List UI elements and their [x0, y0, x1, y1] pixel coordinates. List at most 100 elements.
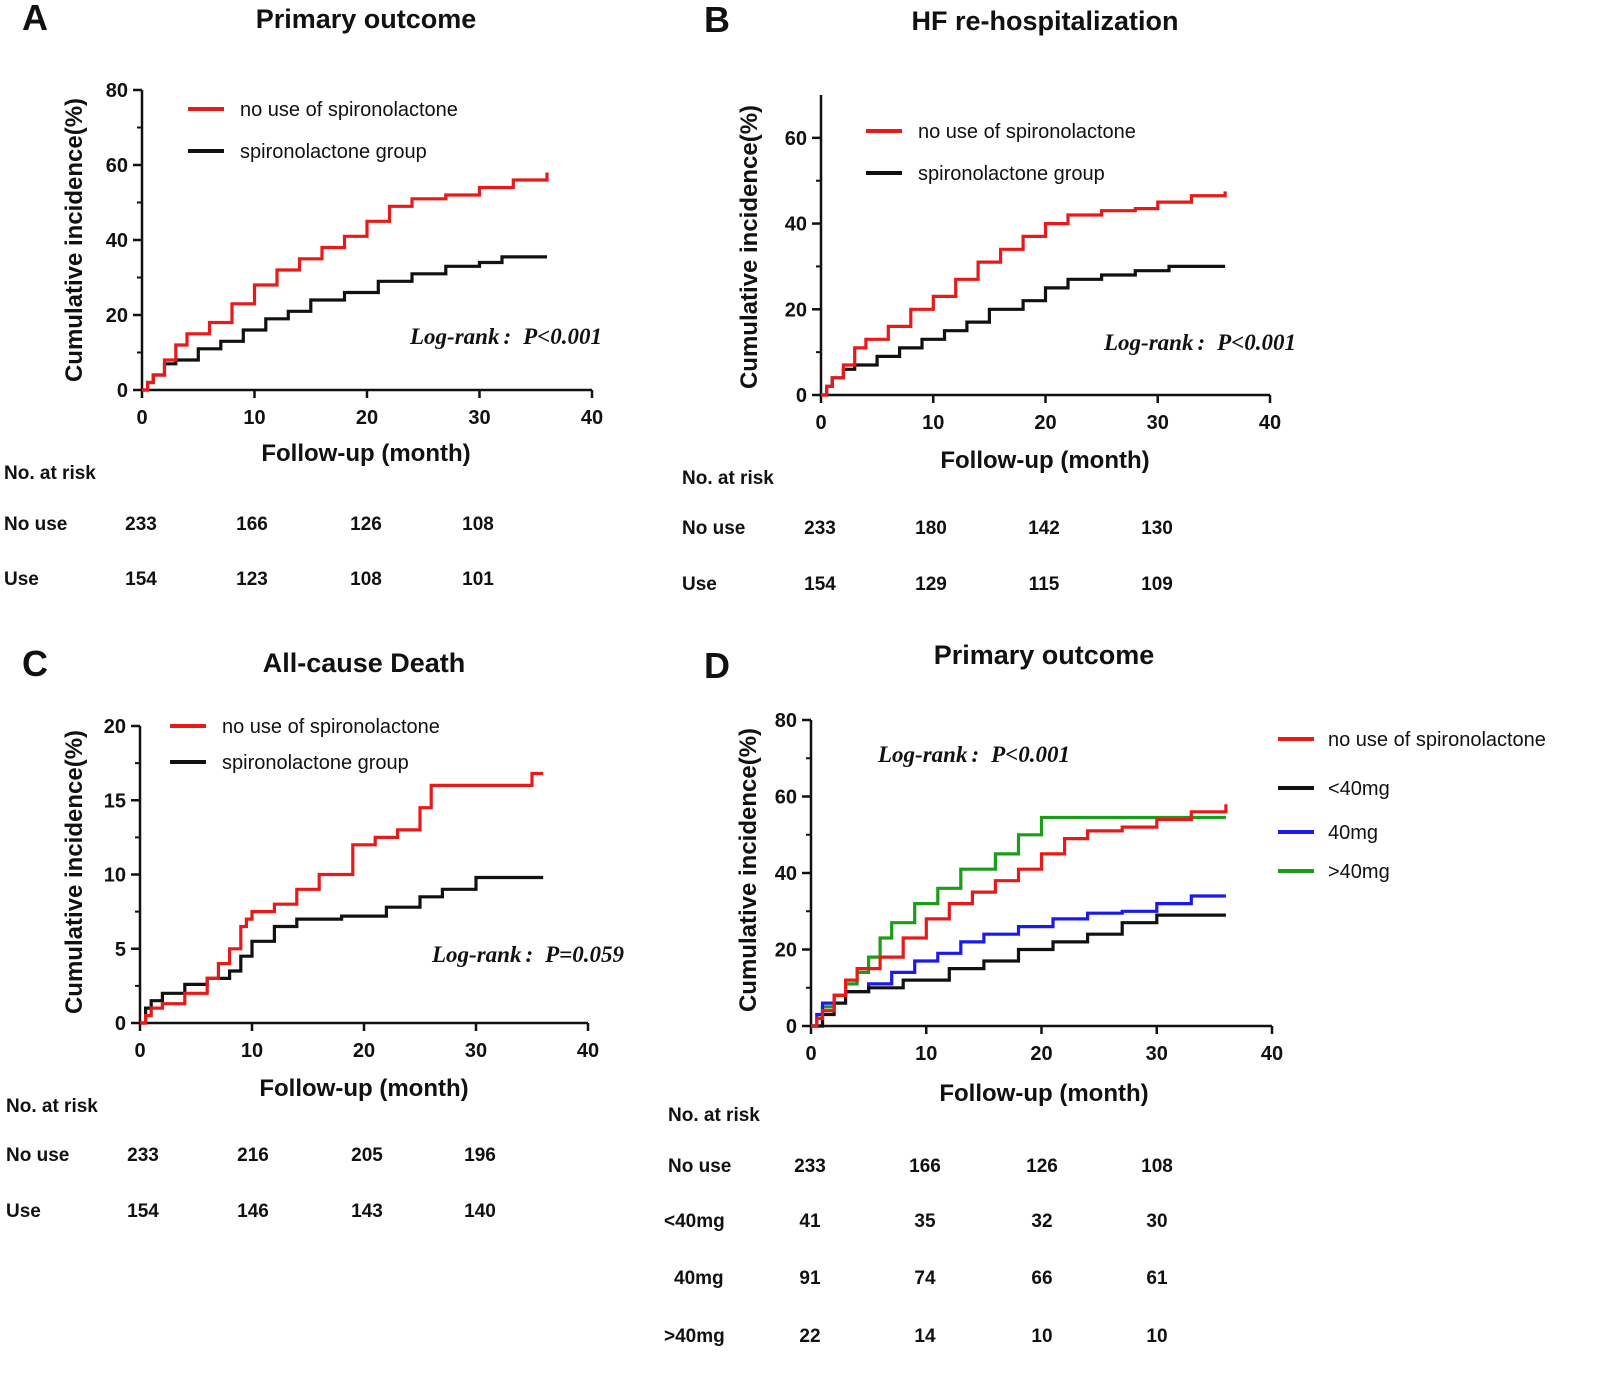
plot-area: 0 10 20 30 40 0 20 40 60 — [785, 95, 1281, 434]
chart-title: Primary outcome — [934, 640, 1155, 670]
risk-row-label: >40mg — [664, 1326, 725, 1347]
x-axis-label: Follow-up (month) — [259, 1075, 468, 1102]
series-line-no-use-of-spironolactone — [142, 172, 549, 392]
x-tick-label: 30 — [468, 407, 490, 429]
y-tick-label: 20 — [104, 716, 126, 738]
risk-value: 32 — [1031, 1211, 1052, 1232]
risk-value: 143 — [351, 1201, 383, 1222]
x-tick-label: 20 — [1030, 1043, 1052, 1065]
x-tick-label: 0 — [134, 1040, 145, 1062]
x-tick-label: 40 — [1259, 412, 1281, 434]
risk-value: 108 — [462, 514, 494, 535]
x-tick-label: 40 — [581, 407, 603, 429]
risk-value: 115 — [1029, 574, 1060, 595]
logrank-annotation: Log-rank: P<0.001 — [1103, 330, 1296, 355]
risk-row-label: No use — [6, 1145, 69, 1166]
risk-value: 166 — [236, 514, 268, 535]
risk-value: 126 — [1026, 1156, 1058, 1177]
y-tick-label: 60 — [106, 155, 128, 177]
x-tick-label: 20 — [353, 1040, 375, 1062]
risk-value: 22 — [799, 1326, 820, 1347]
y-axis-label: Cumulative incidence(%) — [735, 728, 762, 1012]
y-tick-label: 20 — [775, 940, 797, 962]
y-axis-label: Cumulative incidence(%) — [61, 730, 88, 1014]
risk-table-header: No. at risk — [682, 468, 774, 489]
panel-letter: A — [22, 0, 48, 38]
risk-value: 129 — [915, 574, 947, 595]
x-tick-label: 10 — [922, 412, 944, 434]
x-tick-label: 10 — [915, 1043, 937, 1065]
risk-value: 205 — [351, 1145, 383, 1166]
risk-value: 123 — [236, 569, 268, 590]
risk-value: 30 — [1146, 1211, 1167, 1232]
panel-letter: B — [704, 0, 730, 40]
panel-d-svg: D Primary outcome Cumulative incidence(%… — [664, 640, 1546, 1347]
y-tick-label: 0 — [796, 385, 807, 407]
legend-label-no-use: no use of spironolactone — [1328, 729, 1546, 751]
risk-row-label: No use — [682, 518, 745, 539]
legend-label-no-use: no use of spironolactone — [222, 716, 440, 738]
y-axis-label: Cumulative incidence(%) — [61, 98, 88, 382]
risk-table: No. at risk No use 233 180 142 130 Use 1… — [682, 468, 1173, 595]
panel-letter: D — [704, 645, 730, 686]
risk-value: 101 — [462, 569, 494, 590]
risk-value: 66 — [1031, 1268, 1052, 1289]
x-tick-label: 30 — [465, 1040, 487, 1062]
x-tick-label: 0 — [136, 407, 147, 429]
x-tick-label: 30 — [1147, 412, 1169, 434]
risk-value: 216 — [237, 1145, 269, 1166]
risk-value: 91 — [799, 1268, 821, 1289]
panel-letter: C — [22, 643, 48, 684]
risk-value: 233 — [794, 1156, 826, 1177]
risk-table: No. at risk No use 233 216 205 196 Use 1… — [6, 1096, 496, 1222]
risk-value: 109 — [1141, 574, 1173, 595]
chart-title: All-cause Death — [263, 648, 466, 678]
risk-value: 108 — [350, 569, 382, 590]
y-tick-label: 40 — [106, 230, 128, 252]
risk-value: 41 — [799, 1211, 821, 1232]
risk-value: 35 — [914, 1211, 936, 1232]
risk-value: 142 — [1028, 518, 1060, 539]
risk-row-label: No use — [668, 1156, 731, 1177]
risk-value: 61 — [1146, 1268, 1168, 1289]
risk-value: 126 — [350, 514, 382, 535]
legend-label-spironolactone: spironolactone group — [240, 141, 427, 163]
series-line-40mg — [811, 815, 1226, 1028]
risk-value: 233 — [125, 514, 157, 535]
risk-value: 180 — [915, 518, 947, 539]
y-tick-label: 5 — [115, 939, 126, 961]
series-line-no-use-of-spironolactone — [821, 191, 1227, 397]
y-tick-label: 0 — [117, 380, 128, 402]
risk-value: 233 — [127, 1145, 159, 1166]
risk-value: 166 — [909, 1156, 941, 1177]
risk-value: 233 — [804, 518, 836, 539]
legend-label-no-use: no use of spironolactone — [240, 99, 458, 121]
risk-row-label: 40mg — [674, 1268, 724, 1289]
risk-table-header: No. at risk — [668, 1105, 760, 1126]
y-tick-label: 15 — [104, 790, 126, 812]
legend-label-lt40mg: <40mg — [1328, 778, 1390, 800]
plot-area: 0 10 20 30 40 0 20 40 60 80 — [775, 710, 1283, 1065]
legend: no use of spironolactone spironolactone … — [866, 121, 1136, 185]
legend-label-gt40mg: >40mg — [1328, 861, 1390, 883]
panel-d: D Primary outcome Cumulative incidence(%… — [664, 640, 1600, 1380]
panel-b-svg: B HF re-hospitalization Cumulative incid… — [682, 0, 1296, 595]
risk-value: 154 — [804, 574, 836, 595]
x-tick-label: 10 — [243, 407, 265, 429]
legend-label-spironolactone: spironolactone group — [918, 163, 1105, 185]
x-axis-label: Follow-up (month) — [261, 440, 470, 467]
x-tick-label: 20 — [356, 407, 378, 429]
panel-a: A Primary outcome Cumulative incidence(%… — [0, 0, 680, 630]
y-tick-label: 0 — [115, 1013, 126, 1035]
risk-value: 154 — [127, 1201, 159, 1222]
legend-label-no-use: no use of spironolactone — [918, 121, 1136, 143]
risk-row-label: Use — [682, 574, 717, 595]
risk-value: 10 — [1146, 1326, 1167, 1347]
risk-table: No. at risk No use 233 166 126 108 <40mg… — [664, 1105, 1173, 1347]
series-line-spironolactone-group — [140, 875, 544, 1025]
x-tick-label: 10 — [241, 1040, 263, 1062]
y-tick-label: 20 — [106, 305, 128, 327]
plot-area: 0 10 20 30 40 0 20 40 60 80 — [106, 80, 603, 429]
legend: no use of spironolactone spironolactone … — [188, 99, 458, 163]
risk-value: 108 — [1141, 1156, 1173, 1177]
